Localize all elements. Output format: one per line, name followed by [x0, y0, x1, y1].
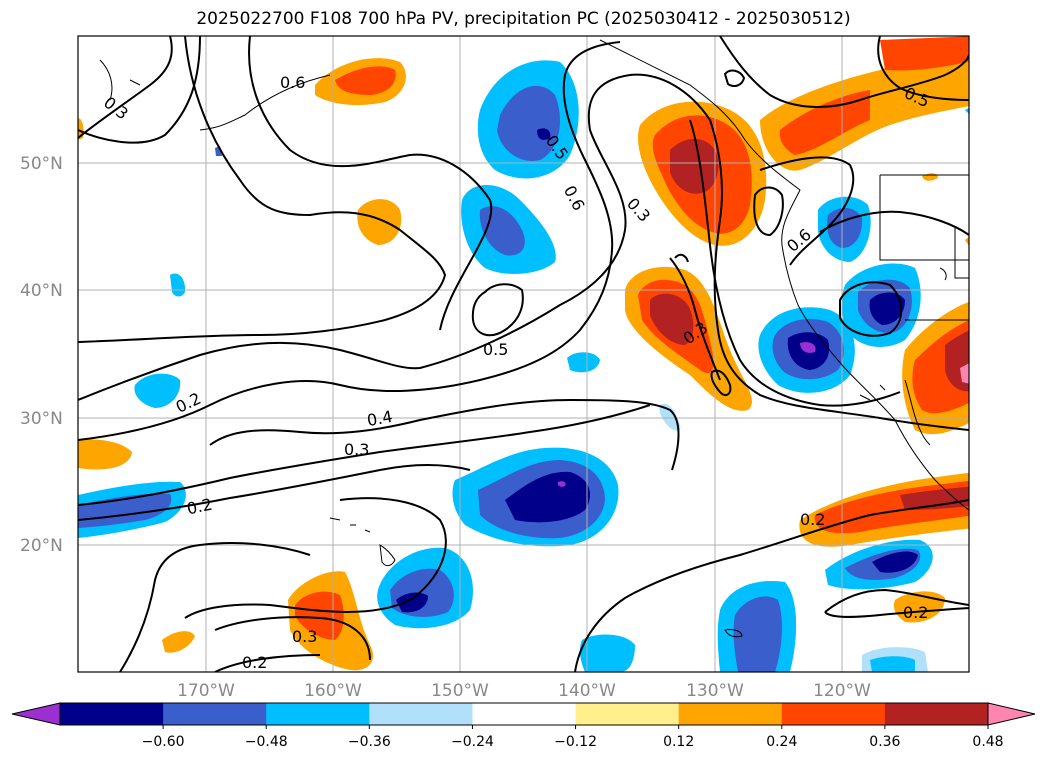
lat-label-50n: 50°N — [20, 154, 63, 174]
map-panel: 0.6 0.3 0.5 0.6 0.3 0.5 0.6 0.3 0.5 0.4 … — [78, 36, 969, 672]
contour-label: 0.3 — [292, 627, 317, 646]
colorbar-segment — [575, 703, 680, 725]
colorbar-frame — [59, 702, 989, 726]
colorbar: −0.60 −0.48 −0.36 −0.24 −0.12 0.12 0.24 0.36 0.4… — [11, 702, 1036, 750]
colorbar-tick-label: −0.36 — [348, 734, 391, 750]
colorbar-tick-label: 0.36 — [869, 734, 900, 750]
colorbar-extend-high — [987, 702, 1036, 726]
lon-label-140w: 140°W — [558, 681, 616, 701]
contour-label: 0.2 — [185, 495, 214, 519]
colorbar-segment — [60, 703, 164, 725]
contour-label: 0.2 — [903, 603, 928, 622]
contour-label: 0.5 — [483, 340, 508, 359]
lon-label-170w: 170°W — [177, 681, 235, 701]
colorbar-segment — [884, 703, 989, 725]
negative-anomaly-shading — [78, 60, 969, 672]
lat-label-30n: 30°N — [20, 409, 63, 429]
contour-label: 0.3 — [344, 440, 369, 459]
map-frame — [77, 35, 970, 673]
colorbar-segment — [678, 703, 783, 725]
colorbar-tick-label: −0.48 — [245, 734, 288, 750]
colorbar-segment — [369, 703, 473, 725]
longitude-labels: 170°W 160°W 150°W 140°W 130°W 120°W — [177, 681, 871, 701]
colorbar-tick-label: 0.48 — [972, 734, 1003, 750]
colorbar-extend-low — [11, 702, 61, 726]
colorbar-segment — [781, 703, 886, 725]
coastlines — [99, 39, 969, 638]
contour-label: 0.4 — [366, 407, 394, 430]
latitude-labels: 50°N 40°N 30°N 20°N — [20, 154, 63, 556]
lon-label-150w: 150°W — [431, 681, 489, 701]
colorbar-segment — [472, 703, 577, 725]
contour-label: 0.6 — [280, 73, 305, 92]
map-title: 2025022700 F108 700 hPa PV, precipitatio… — [196, 9, 851, 29]
lon-label-130w: 130°W — [686, 681, 744, 701]
positive-anomaly-shading — [78, 36, 969, 671]
contour-label: 0.2 — [242, 653, 267, 672]
lat-label-40n: 40°N — [20, 281, 63, 301]
pv-contours — [78, 36, 969, 672]
colorbar-tick-label: −0.60 — [142, 734, 185, 750]
contour-label: 0.2 — [800, 510, 825, 529]
lon-label-160w: 160°W — [304, 681, 362, 701]
lat-label-20n: 20°N — [20, 536, 63, 556]
colorbar-tick-label: 0.24 — [766, 734, 797, 750]
colorbar-segment — [266, 703, 370, 725]
colorbar-tick-label: −0.12 — [554, 734, 597, 750]
colorbar-segment — [163, 703, 267, 725]
colorbar-tick-label: 0.12 — [663, 734, 694, 750]
colorbar-tick-label: −0.24 — [451, 734, 494, 750]
lon-label-120w: 120°W — [813, 681, 871, 701]
